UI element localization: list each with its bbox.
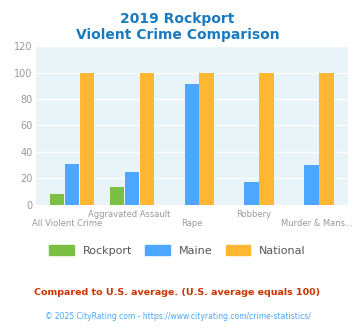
Bar xyxy=(319,73,334,205)
Text: Rape: Rape xyxy=(181,219,202,228)
Text: All Violent Crime: All Violent Crime xyxy=(32,219,102,228)
Text: Compared to U.S. average. (U.S. average equals 100): Compared to U.S. average. (U.S. average … xyxy=(34,287,321,297)
Bar xyxy=(245,182,259,205)
Text: Murder & Mans...: Murder & Mans... xyxy=(281,219,353,228)
Bar xyxy=(80,73,94,205)
Bar xyxy=(125,172,139,205)
Legend: Rockport, Maine, National: Rockport, Maine, National xyxy=(45,241,310,260)
Bar xyxy=(65,164,79,205)
Bar xyxy=(185,84,199,205)
Text: Robbery: Robbery xyxy=(237,210,272,218)
Bar xyxy=(200,73,214,205)
Bar xyxy=(304,165,319,205)
Text: © 2025 CityRating.com - https://www.cityrating.com/crime-statistics/: © 2025 CityRating.com - https://www.city… xyxy=(45,312,310,321)
Bar xyxy=(110,187,124,205)
Text: 2019 Rockport: 2019 Rockport xyxy=(120,12,235,25)
Text: Violent Crime Comparison: Violent Crime Comparison xyxy=(76,28,279,42)
Bar xyxy=(140,73,154,205)
Text: Aggravated Assault: Aggravated Assault xyxy=(88,210,170,218)
Bar xyxy=(260,73,274,205)
Bar xyxy=(50,194,64,205)
